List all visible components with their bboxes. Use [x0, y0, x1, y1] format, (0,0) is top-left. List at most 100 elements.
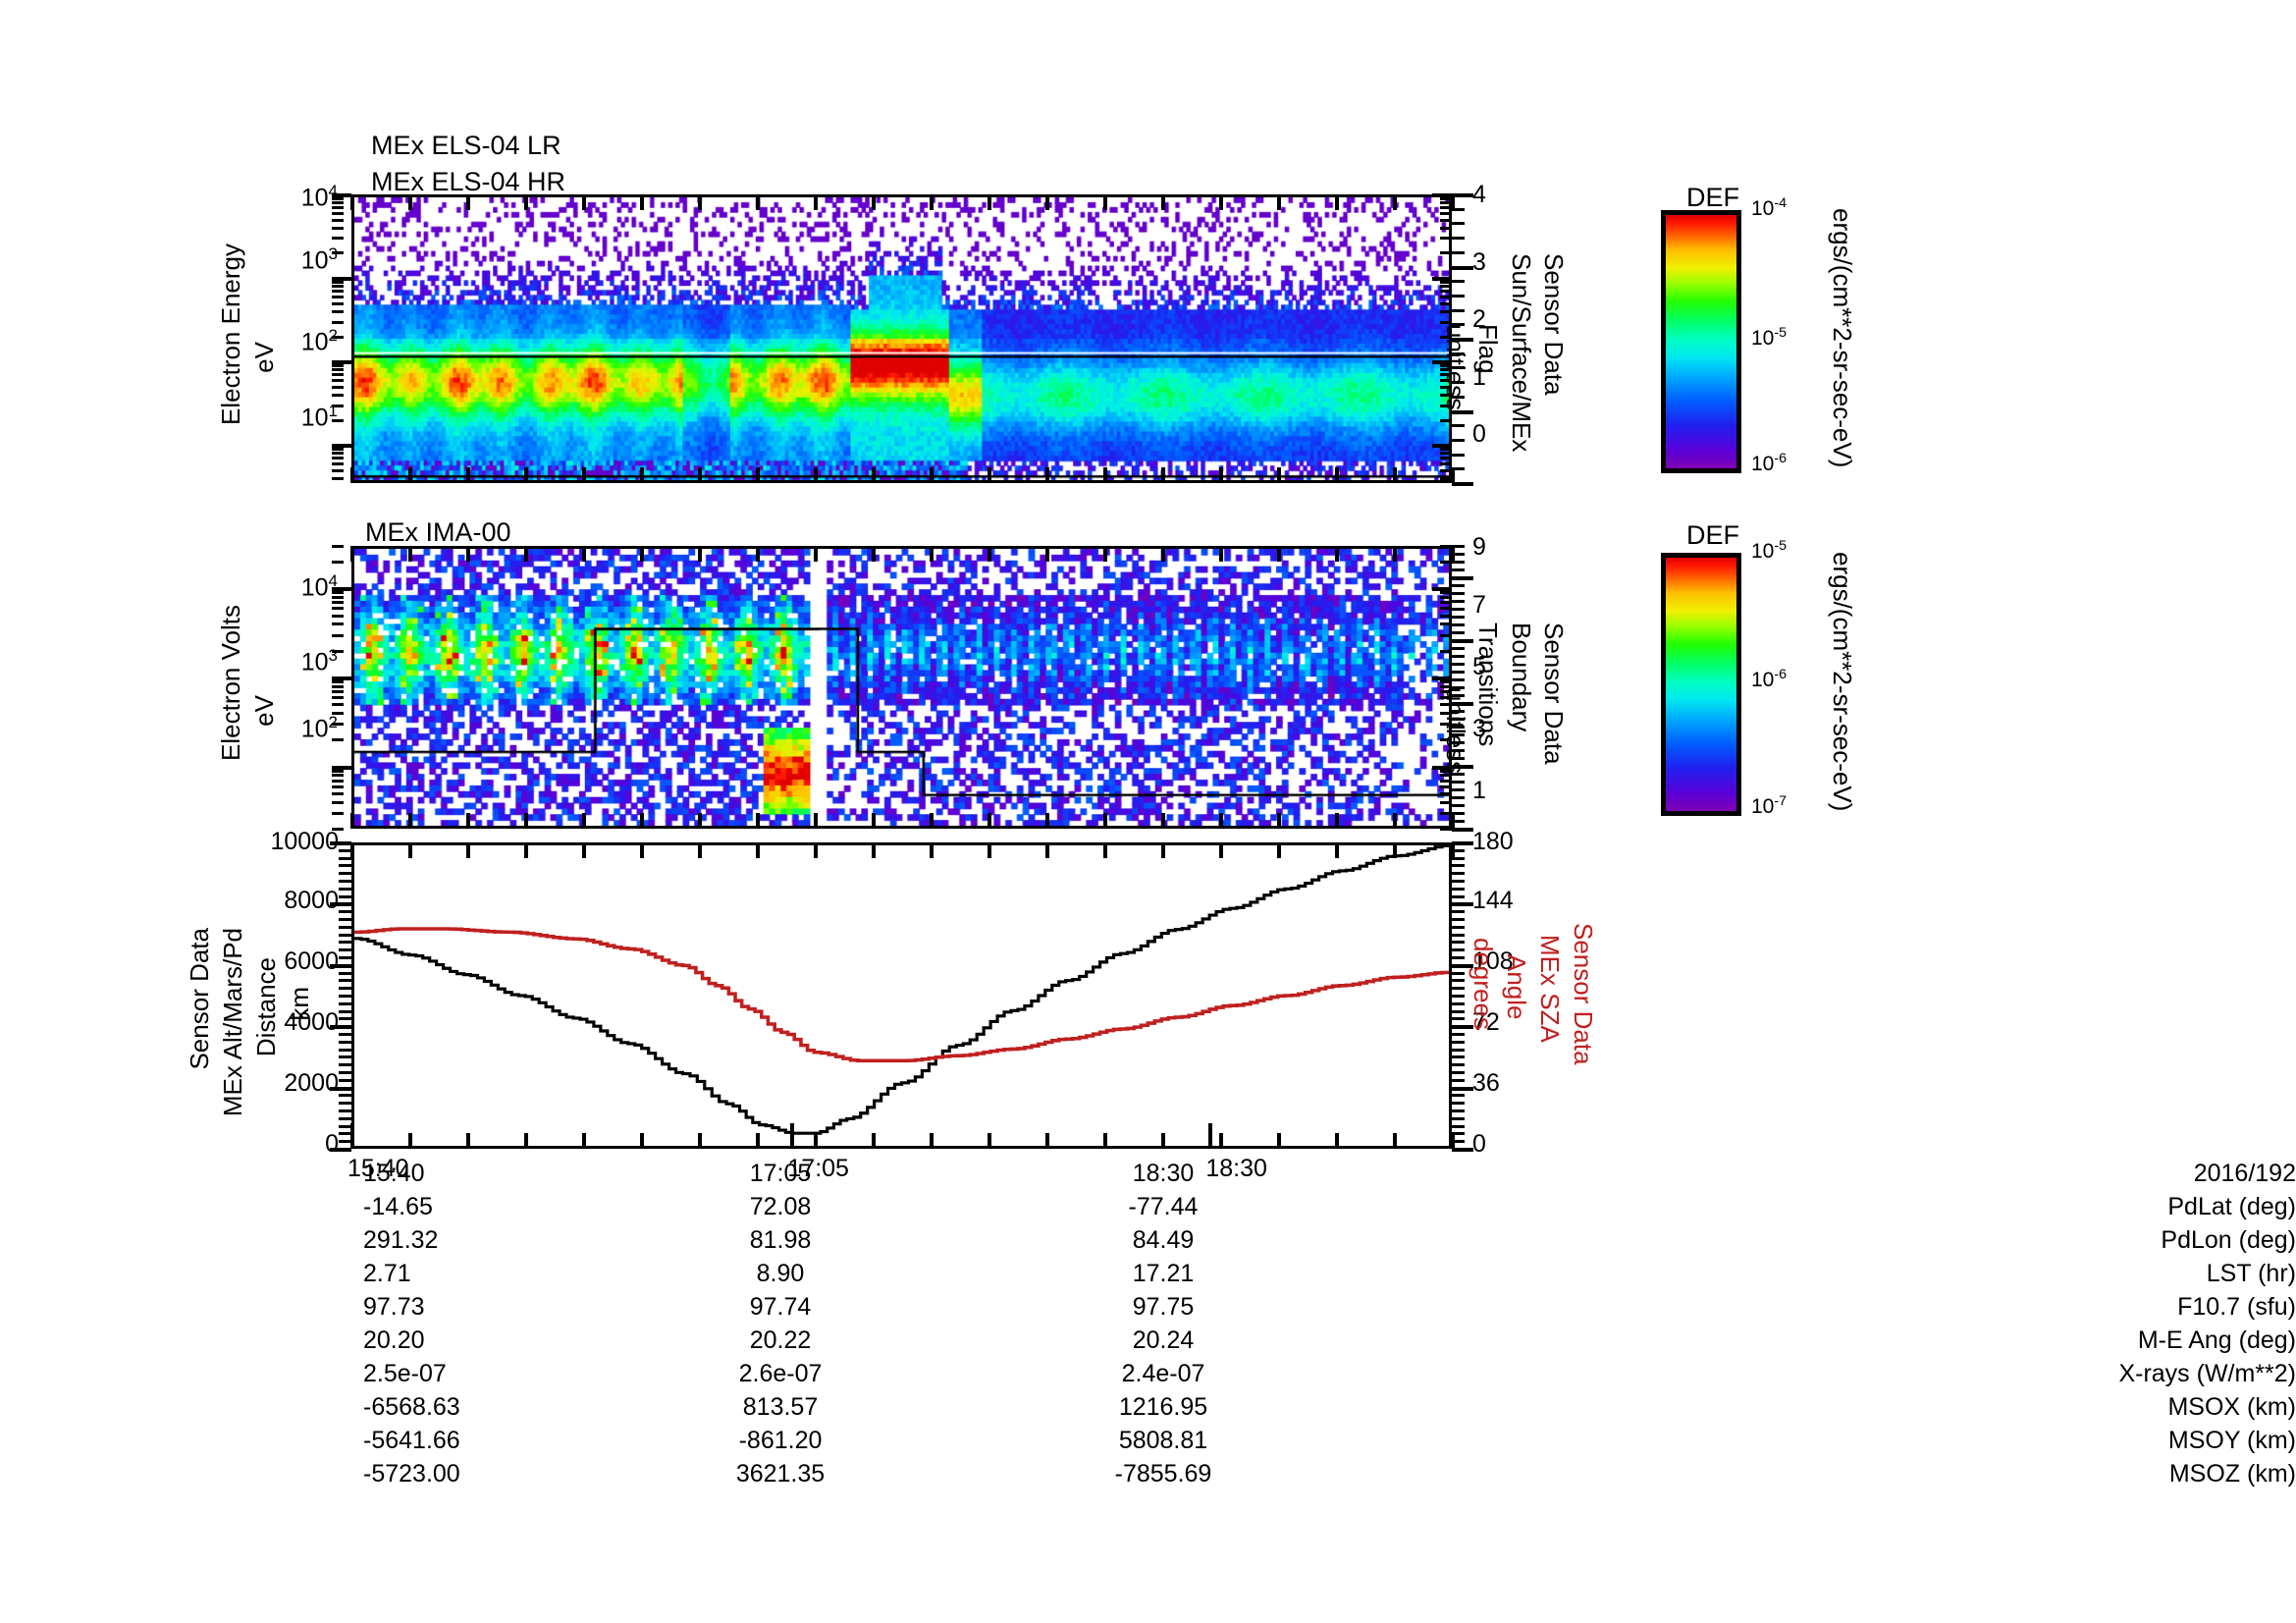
panel1-right-ytick-3: 3 — [1472, 248, 1486, 276]
colorbar1-tick-bottom: 10-6 — [1751, 451, 1788, 475]
axis-tick — [332, 477, 344, 480]
axis-tick — [1452, 841, 1473, 845]
axis-tick — [339, 1017, 351, 1020]
panel3-right-ytick-180: 180 — [1472, 828, 1514, 855]
panel2-heatmap-canvas — [354, 549, 1449, 826]
panel1-title-hr: MEx ELS-04 HR — [371, 167, 566, 196]
axis-tick — [332, 277, 351, 281]
panel1-ytick-1e2: 102 — [300, 326, 338, 356]
annotation-value: 18:30 — [1132, 1160, 1195, 1187]
panel3-ylabel-line4: km — [285, 987, 314, 1021]
annotation-value: 2.4e-07 — [1121, 1360, 1205, 1387]
axis-tick — [1452, 545, 1465, 548]
axis-tick — [332, 812, 344, 815]
axis-tick — [332, 237, 344, 240]
annotation-row-label: PdLon (deg) — [2161, 1226, 2296, 1254]
axis-tick — [332, 696, 344, 699]
axis-tick — [1452, 1109, 1465, 1112]
axis-tick — [1452, 608, 1465, 611]
axis-tick — [332, 368, 344, 371]
annotation-value: 291.32 — [363, 1226, 439, 1254]
axis-tick — [339, 926, 351, 929]
panel1-right-ylabel-line3: Flag — [1473, 324, 1503, 374]
axis-tick — [1452, 647, 1465, 650]
panel2-right-ylabel-line3: Transitions — [1473, 622, 1503, 747]
annotation-value: -7855.69 — [1114, 1460, 1212, 1488]
annotation-value: 84.49 — [1132, 1226, 1195, 1254]
annotation-row-label: F10.7 (sfu) — [2177, 1293, 2296, 1321]
annotation-row-label: M-E Ang (deg) — [2137, 1326, 2296, 1354]
sza-series-line — [354, 927, 1449, 1063]
axis-tick — [1452, 1055, 1465, 1058]
axis-tick — [339, 849, 351, 852]
axis-tick — [332, 766, 351, 770]
axis-tick — [1452, 631, 1465, 634]
axis-tick — [332, 703, 344, 706]
axis-tick — [1452, 1041, 1465, 1044]
axis-tick — [332, 607, 344, 610]
axis-tick — [1452, 663, 1465, 666]
axis-tick — [1452, 1140, 1465, 1143]
panel3-ytick-4000: 4000 — [284, 1008, 339, 1036]
annotation-value: 81.98 — [749, 1226, 812, 1254]
colorbar2-title: DEF — [1686, 520, 1739, 550]
annotation-value: -77.44 — [1128, 1193, 1199, 1220]
axis-tick — [1452, 956, 1465, 959]
axis-tick — [332, 386, 344, 389]
axis-tick — [1452, 902, 1473, 906]
axis-tick — [339, 948, 351, 951]
annotation-row: 2016/192 15:40 17:05 18:30 — [0, 1157, 2296, 1190]
axis-tick — [332, 310, 344, 313]
axis-tick — [1452, 864, 1465, 867]
axis-tick — [1452, 678, 1465, 681]
axis-tick — [332, 615, 344, 618]
axis-tick — [1452, 424, 1465, 427]
annotation-value: 2.6e-07 — [738, 1360, 823, 1387]
colorbar2-tick-bottom: 10-7 — [1751, 793, 1788, 818]
panel2-right-ylabel-line2: Boundary — [1507, 622, 1536, 732]
axis-tick — [339, 1132, 351, 1135]
axis-tick — [1452, 849, 1465, 852]
axis-tick — [339, 1055, 351, 1058]
axis-tick — [339, 1002, 351, 1005]
axis-tick — [1452, 1071, 1465, 1074]
panel1-ytick-1e3: 103 — [300, 244, 338, 275]
axis-tick — [1452, 561, 1465, 564]
axis-tick — [332, 281, 344, 284]
annotation-table: 2016/192 15:40 17:05 18:30 PdLat (deg) -14.65… — [0, 1157, 2296, 1490]
axis-tick — [1452, 972, 1465, 975]
axis-tick — [1452, 439, 1465, 442]
axis-tick — [332, 321, 344, 324]
panel2-right-ylabel-line4: unitless — [1441, 687, 1470, 775]
panel3-right-ytick-108: 108 — [1472, 947, 1514, 975]
colorbar1 — [1661, 210, 1741, 473]
axis-tick — [1452, 788, 1465, 791]
axis-tick — [1452, 1063, 1465, 1066]
axis-tick — [1452, 880, 1465, 883]
annotation-value: 813.57 — [742, 1393, 819, 1421]
axis-tick — [1452, 295, 1465, 298]
axis-tick — [332, 444, 351, 448]
annotation-value: 2.5e-07 — [363, 1360, 447, 1387]
panel1-ytick-1e1: 101 — [300, 402, 338, 432]
axis-tick — [1452, 482, 1473, 486]
panel3-line-svg — [354, 845, 1449, 1135]
annotation-value: 17.21 — [1132, 1260, 1195, 1287]
axis-tick — [1452, 280, 1465, 283]
axis-tick — [339, 1094, 351, 1097]
axis-tick — [339, 972, 351, 975]
colorbar1-tick-mid: 10-5 — [1751, 325, 1788, 350]
panel1-title-lr: MEx ELS-04 LR — [371, 131, 561, 160]
annotation-row: MSOZ (km) -5723.00 3621.35 -7855.69 — [0, 1457, 2296, 1490]
panel2-title: MEx IMA-00 — [365, 517, 511, 547]
axis-tick — [332, 462, 344, 465]
panel3-right-ytick-144: 144 — [1472, 887, 1514, 914]
panel3-ytick-6000: 6000 — [284, 947, 339, 975]
axis-tick — [339, 941, 351, 944]
annotation-value: 20.24 — [1132, 1326, 1195, 1354]
panel3-right-ylabel-line4: degrees — [1468, 938, 1498, 1030]
panel1-right-ylabel-line2: Sun/Surface/MEx — [1507, 253, 1536, 453]
axis-tick — [1452, 895, 1465, 898]
axis-tick — [332, 360, 351, 364]
